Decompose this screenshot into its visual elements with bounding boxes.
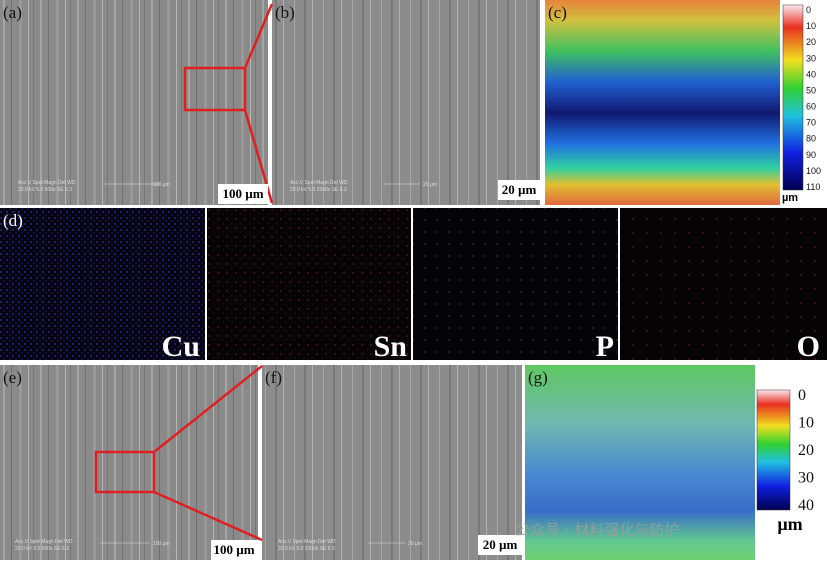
sem-image: [262, 365, 522, 560]
scale-box: [211, 540, 258, 560]
colorbar-tick: 100: [806, 166, 821, 176]
colorbar-tick: 110: [806, 182, 820, 192]
eds-map: [413, 208, 618, 360]
topography-image: [525, 365, 755, 560]
zoom-line: [153, 490, 263, 542]
colorbar-tick: 0: [806, 5, 811, 15]
sem-image: [272, 0, 540, 205]
colorbar-tick: 30: [806, 53, 816, 63]
colorbar-tick: 0: [798, 387, 806, 404]
eds-map: [620, 208, 827, 360]
colorbar-unit: µm: [777, 514, 802, 534]
element-label: O: [797, 330, 820, 363]
colorbar-tick: 70: [806, 118, 816, 128]
scale-box: [498, 180, 540, 200]
zoom-line: [243, 3, 274, 69]
sem-info: 20.0 kV 5.0 2000x SE 6.3: [290, 187, 347, 193]
panel-label: (d): [3, 211, 23, 230]
colorbar-tick: 60: [806, 102, 816, 112]
panel-label: (f): [265, 368, 282, 387]
panel-label: (a): [3, 3, 22, 22]
sem-image: [0, 365, 258, 560]
zoom-line: [153, 365, 263, 453]
eds-map: [0, 208, 205, 360]
colorbar-tick: 50: [806, 85, 816, 95]
sem-info-scale: 20 µm: [423, 182, 437, 188]
colorbar-tick: 40: [798, 497, 814, 514]
scale-box: [218, 184, 268, 204]
element-label: Cu: [162, 330, 200, 363]
colorbar-tick: 20: [798, 442, 814, 459]
colorbar-unit: µm: [782, 192, 798, 204]
colorbar-tick: 30: [798, 470, 814, 487]
sem-info-scale: 20 µm: [408, 541, 422, 547]
sem-info-scale: 100 µm: [153, 541, 170, 547]
sem-info: 20.0 kV 5.0 500x SE 6.3: [18, 187, 72, 193]
element-label: P: [596, 330, 614, 363]
sem-info: Acc.V Spot Magn Det WD: [18, 180, 76, 186]
colorbar-tick: 40: [806, 69, 816, 79]
sem-info: Acc.V Spot Magn Det WD: [15, 539, 73, 545]
zoom-box: [183, 66, 247, 112]
panel-label: (b): [275, 3, 295, 22]
element-label: Sn: [374, 330, 408, 363]
sem-info: 20.0 kV 5.0 500x SE 6.3: [15, 546, 69, 552]
panel-label: (e): [3, 368, 22, 387]
panel-label: (c): [548, 3, 567, 22]
sem-info: Acc.V Spot Magn Det WD: [290, 180, 348, 186]
watermark: 公众号 · 材料强化与防护: [515, 521, 679, 539]
colorbar-tick: 10: [806, 21, 816, 31]
zoom-box: [94, 450, 156, 494]
scale-label: 20 µm: [483, 537, 518, 552]
colorbar: [756, 389, 791, 511]
sem-info: 20.0 kV 5.0 2000x SE 6.3: [278, 546, 335, 552]
sem-image: [0, 0, 268, 205]
panel-label: (g): [528, 368, 548, 387]
colorbar-tick: 90: [806, 150, 816, 160]
sem-info: Acc.V Spot Magn Det WD: [278, 539, 336, 545]
scale-box: [478, 535, 522, 555]
sem-info-scale: 100 µm: [153, 182, 170, 188]
colorbar-tick: 20: [806, 37, 816, 47]
scale-label: 20 µm: [502, 182, 537, 197]
eds-map: [207, 208, 411, 360]
colorbar-tick: 80: [806, 134, 816, 144]
colorbar: [782, 4, 804, 191]
scale-label: 100 µm: [213, 542, 254, 557]
scale-label: 100 µm: [222, 186, 263, 201]
colorbar-tick: 10: [798, 415, 814, 432]
topography-image: [545, 0, 780, 205]
